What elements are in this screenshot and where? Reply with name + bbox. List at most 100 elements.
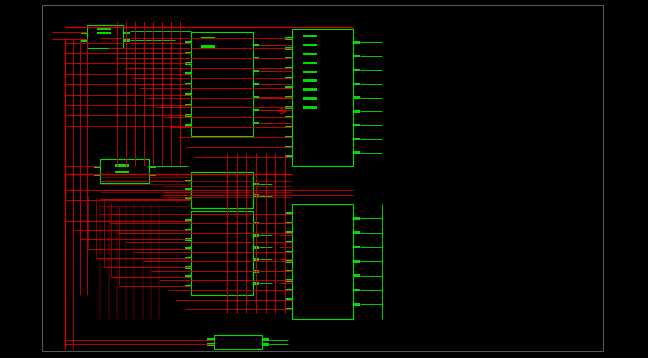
Bar (253, 234, 259, 237)
Bar (262, 338, 269, 341)
Bar (253, 109, 259, 111)
Bar (353, 110, 360, 112)
Bar (353, 289, 360, 291)
Bar (207, 343, 214, 345)
Bar (285, 57, 292, 59)
Bar (253, 282, 259, 285)
Bar (303, 97, 317, 100)
Bar (353, 137, 360, 140)
Bar (353, 260, 360, 263)
Bar (285, 289, 292, 291)
Bar (253, 83, 259, 86)
Bar (262, 343, 269, 345)
Bar (149, 166, 156, 168)
Bar (292, 204, 353, 319)
Bar (253, 222, 259, 224)
Bar (285, 298, 292, 301)
Bar (185, 83, 191, 86)
Bar (185, 219, 191, 222)
Bar (94, 166, 100, 168)
Bar (185, 180, 191, 182)
Bar (285, 279, 292, 282)
Bar (285, 251, 292, 253)
Bar (253, 57, 259, 59)
Bar (285, 116, 292, 118)
Bar (353, 96, 360, 99)
Bar (353, 246, 360, 248)
Bar (185, 188, 191, 191)
Bar (185, 114, 191, 117)
Bar (353, 124, 360, 126)
Bar (94, 174, 100, 176)
Bar (185, 93, 191, 96)
Bar (285, 145, 292, 148)
Bar (285, 67, 292, 69)
Bar (185, 257, 191, 259)
Bar (185, 52, 191, 54)
Bar (185, 198, 191, 200)
Bar (253, 122, 259, 124)
Bar (191, 211, 253, 295)
Bar (185, 285, 191, 287)
Bar (100, 159, 149, 183)
Bar (285, 260, 292, 263)
Bar (303, 71, 317, 73)
Bar (285, 212, 292, 215)
Bar (185, 238, 191, 241)
Bar (81, 32, 87, 34)
Bar (303, 35, 317, 37)
Bar (285, 241, 292, 243)
Bar (303, 53, 317, 55)
Bar (253, 258, 259, 261)
Bar (115, 171, 129, 173)
Bar (285, 270, 292, 272)
Bar (353, 232, 360, 234)
Bar (353, 55, 360, 57)
Bar (253, 96, 259, 98)
Bar (285, 222, 292, 224)
Bar (303, 79, 317, 82)
Bar (292, 29, 353, 166)
Bar (353, 69, 360, 71)
Bar (191, 172, 253, 208)
Bar (253, 44, 259, 47)
Bar (253, 270, 259, 272)
Bar (285, 86, 292, 89)
Bar (185, 125, 191, 127)
Bar (42, 5, 603, 351)
Bar (253, 246, 259, 248)
Bar (191, 32, 253, 136)
Bar (285, 37, 292, 40)
Bar (353, 303, 360, 306)
Bar (353, 217, 360, 219)
Bar (285, 155, 292, 158)
Bar (285, 96, 292, 99)
Bar (253, 70, 259, 72)
Bar (201, 45, 215, 48)
Bar (353, 151, 360, 154)
Bar (285, 77, 292, 79)
Bar (353, 274, 360, 277)
Bar (303, 88, 317, 91)
Bar (285, 47, 292, 49)
Bar (253, 183, 259, 185)
Bar (191, 172, 253, 208)
Bar (87, 25, 123, 48)
Bar (185, 72, 191, 75)
Bar (185, 104, 191, 106)
Bar (303, 44, 317, 46)
Bar (353, 41, 360, 44)
Bar (353, 82, 360, 85)
Bar (149, 174, 156, 176)
Bar (97, 32, 111, 34)
Bar (123, 39, 130, 42)
Bar (97, 27, 111, 30)
Bar (185, 275, 191, 278)
Bar (285, 232, 292, 234)
Bar (123, 32, 130, 34)
Bar (285, 106, 292, 108)
Bar (81, 39, 87, 42)
Bar (185, 266, 191, 268)
Bar (185, 229, 191, 231)
Bar (185, 62, 191, 64)
